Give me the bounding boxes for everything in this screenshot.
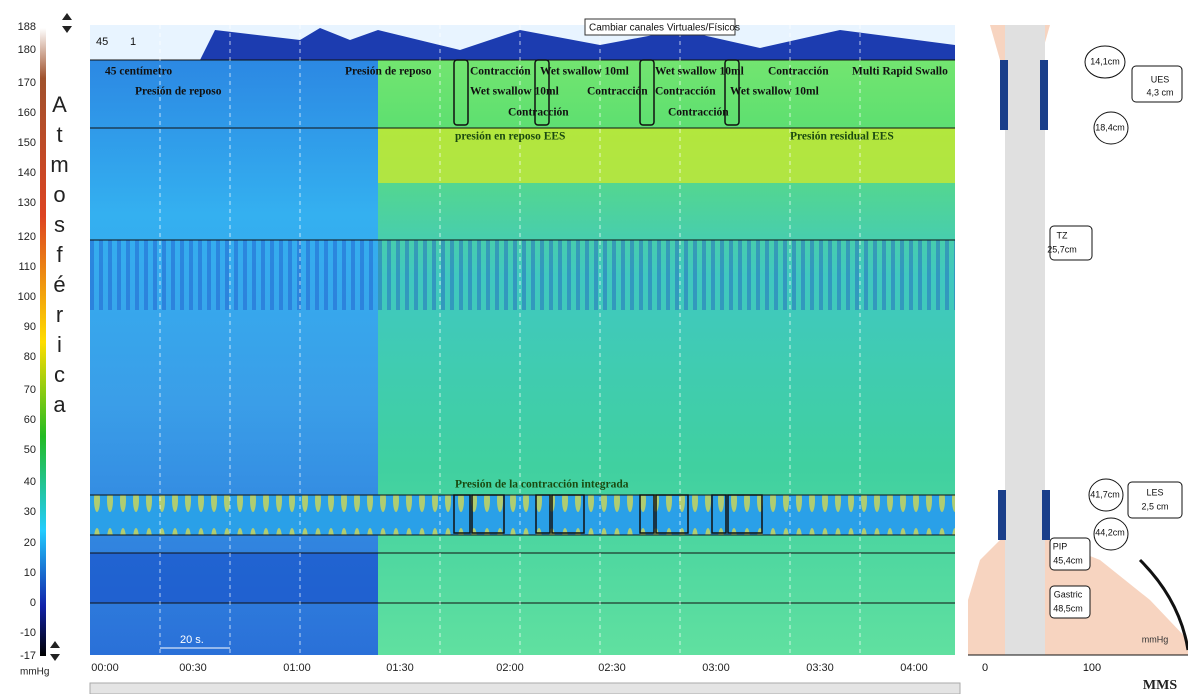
side-label: 2,5 cm — [1141, 501, 1168, 511]
side-label: 48,5cm — [1053, 603, 1083, 613]
screen: 1881801701601501401301201101009080706050… — [0, 0, 1188, 694]
side-label: 41,7cm — [1090, 489, 1120, 499]
scale-tick: 10 — [24, 567, 36, 579]
annotation: Contracción — [587, 86, 648, 98]
annotation: Contracción — [655, 86, 716, 98]
time-label: 01:30 — [386, 662, 414, 674]
les-right — [1042, 490, 1050, 540]
ues-right — [1040, 60, 1048, 130]
scale-title: Atmosférica — [46, 92, 72, 422]
time-label: 03:00 — [702, 662, 730, 674]
ues-left — [1000, 60, 1008, 130]
scale-tick: 160 — [18, 107, 36, 119]
side-label: 45,4cm — [1053, 555, 1083, 565]
scale-tick: 60 — [24, 414, 36, 426]
side-axis-label: 0 — [982, 662, 988, 674]
annotation: presión en reposo EES — [455, 131, 565, 143]
marker: 45 — [96, 36, 108, 48]
scale-tick: 90 — [24, 321, 36, 333]
scale-tick: 70 — [24, 384, 36, 396]
scale-bar: 20 s. — [180, 634, 204, 646]
tooltip: Cambiar canales Virtuales/Físicos — [589, 23, 740, 34]
time-label: 03:30 — [806, 662, 834, 674]
annotation: Contracción — [470, 66, 531, 78]
side-label: Gastric — [1054, 589, 1083, 599]
catheter — [1005, 25, 1045, 655]
scale-tick: 0 — [30, 597, 36, 609]
scale-tick: 30 — [24, 506, 36, 518]
scale-tick: 50 — [24, 444, 36, 456]
annotation: Presión residual EES — [790, 131, 894, 143]
stripes — [90, 240, 955, 310]
scale-tick: 80 — [24, 351, 36, 363]
heatmap-right — [378, 25, 955, 655]
side-axis-label: 100 — [1083, 662, 1101, 674]
time-label: 00:30 — [179, 662, 207, 674]
scrollbar[interactable] — [90, 683, 960, 694]
marker: 1 — [130, 36, 136, 48]
annotation: 45 centímetro — [105, 66, 172, 78]
annotation: Multi Rapid Swallo — [852, 66, 948, 78]
annotation: Presión de reposo — [135, 86, 222, 98]
logo: MMS — [1143, 678, 1177, 693]
side-label: UES — [1151, 74, 1170, 84]
side-unit: mmHg — [1142, 634, 1169, 644]
page: 1881801701601501401301201101009080706050… — [0, 0, 1188, 694]
scale-tick: 180 — [18, 44, 36, 56]
les-ovals — [90, 495, 955, 535]
time-label: 01:00 — [283, 662, 311, 674]
scale-tick: 188 — [18, 21, 36, 33]
scale-tick: 20 — [24, 537, 36, 549]
scale-tick: 150 — [18, 137, 36, 149]
side-label: 4,3 cm — [1146, 87, 1173, 97]
side-label: 25,7cm — [1047, 244, 1077, 254]
scale-tick: 110 — [18, 261, 36, 273]
time-label: 02:00 — [496, 662, 524, 674]
scale-tick: 140 — [18, 167, 36, 179]
side-label: PIP — [1053, 541, 1068, 551]
annotation: Presión de la contracción integrada — [455, 479, 629, 491]
annotation: Wet swallow 10ml — [655, 66, 744, 78]
scale-tick: -17 — [20, 650, 36, 662]
annotation: Wet swallow 10ml — [470, 86, 559, 98]
time-label: 02:30 — [598, 662, 626, 674]
time-label: 00:00 — [91, 662, 119, 674]
scale-tick: 170 — [18, 77, 36, 89]
time-label: 04:00 — [900, 662, 928, 674]
side-label: 14,1cm — [1090, 56, 1120, 66]
scale-tick: 40 — [24, 476, 36, 488]
annotation: Contracción — [768, 66, 829, 78]
annotation: Wet swallow 10ml — [540, 66, 629, 78]
side-label: 44,2cm — [1095, 527, 1125, 537]
side-label: LES — [1146, 487, 1163, 497]
scale-tick: -10 — [20, 627, 36, 639]
annotation: Contracción — [668, 107, 729, 119]
scale-tick: 100 — [18, 291, 36, 303]
annotation: Contracción — [508, 107, 569, 119]
scale-tick: 130 — [18, 197, 36, 209]
scale-unit: mmHg — [20, 667, 49, 678]
side-label: TZ — [1057, 230, 1068, 240]
side-label: 18,4cm — [1095, 122, 1125, 132]
les-left — [998, 490, 1006, 540]
gastric-band — [90, 553, 378, 603]
annotation: Wet swallow 10ml — [730, 86, 819, 98]
annotation: Presión de reposo — [345, 66, 432, 78]
scale-tick: 120 — [18, 231, 36, 243]
